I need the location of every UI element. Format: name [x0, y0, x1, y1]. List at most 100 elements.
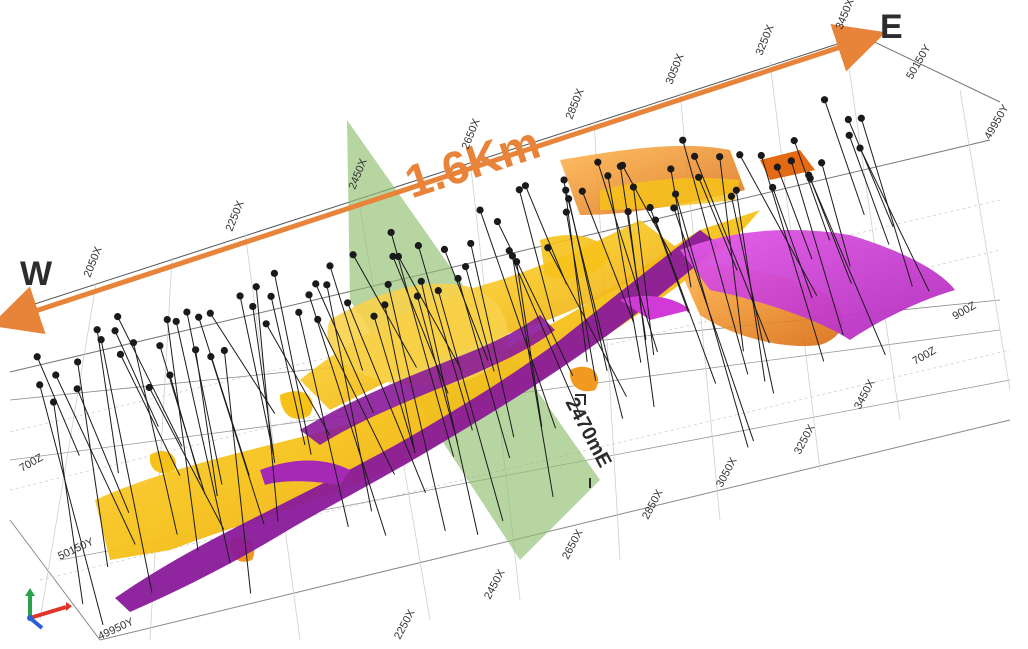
drillhole-collar	[565, 195, 573, 203]
drillhole-collar	[270, 269, 279, 277]
drillhole-collar	[381, 301, 389, 309]
drillhole-collar	[562, 208, 570, 216]
drillhole-collar	[166, 371, 174, 379]
grid-label-bottom-x: 2650X	[560, 527, 586, 561]
grid-label-z: 700Z	[18, 452, 46, 475]
drillhole-collar	[267, 292, 275, 300]
drillhole-collar	[790, 137, 798, 145]
drillhole-collar	[512, 258, 521, 266]
drillhole-collar	[249, 302, 257, 311]
drillhole-collar	[145, 383, 153, 392]
drillhole-collar	[690, 152, 699, 160]
drillhole-collar	[467, 239, 475, 248]
drillhole-trace	[114, 330, 159, 427]
drillhole-trace	[175, 321, 231, 564]
grid-label-top-x: 3450X	[834, 0, 857, 31]
drillhole-collar	[312, 280, 320, 288]
drillhole-trace	[847, 119, 894, 228]
drillhole-collar	[326, 262, 334, 270]
drillhole-collar	[220, 346, 228, 355]
drillhole-trace	[209, 312, 276, 414]
grid-label-bottom-x: 3050X	[714, 455, 740, 489]
drillhole-collar	[114, 313, 122, 321]
drillhole-collar	[844, 115, 852, 124]
drillhole-collar	[773, 163, 781, 171]
grid-label-right-y: 49950Y	[982, 102, 1012, 141]
grid-label-bottom-x: 3450X	[852, 377, 878, 411]
drillhole-trace	[210, 356, 265, 525]
east-label: E	[880, 8, 903, 46]
drillhole-collar	[36, 381, 44, 389]
drillhole-collar	[73, 385, 81, 393]
drillhole-trace	[148, 387, 225, 530]
drillhole-collar	[413, 292, 422, 300]
grid-label-z: 700Z	[911, 345, 939, 368]
grid-label-top-x: 3050X	[664, 52, 687, 87]
drillhole-collar	[757, 151, 765, 160]
drillhole-collar	[33, 353, 41, 361]
drillhole-trace	[298, 312, 349, 528]
drillhole-collar	[461, 263, 470, 271]
drillhole-collar	[252, 283, 260, 291]
drillhole-collar	[736, 151, 744, 159]
scale-arrow	[0, 24, 886, 334]
drillhole-collar	[695, 173, 703, 181]
drillhole-trace	[100, 339, 153, 593]
drillhole-collar	[183, 308, 191, 316]
drillhole-collar	[716, 153, 724, 161]
drillhole-trace	[195, 349, 218, 497]
drillhole-collar	[667, 165, 675, 173]
drillhole-collar	[323, 281, 331, 289]
drillhole-collar	[651, 216, 660, 224]
grid-label-top-x: 2850X	[564, 87, 587, 122]
drillhole-collar	[172, 317, 180, 326]
drillhole-collar	[295, 308, 303, 316]
drillhole-collar	[417, 277, 425, 285]
drillhole-collar	[414, 242, 422, 250]
drillhole-collar	[370, 312, 378, 320]
drillhole-collar	[192, 346, 200, 354]
drillhole-trace	[76, 388, 130, 514]
drillhole-collar	[624, 208, 632, 216]
drillhole-collar	[818, 159, 826, 167]
drillhole-trace	[373, 316, 416, 454]
drillhole-collar	[156, 342, 164, 350]
drillhole-collar	[129, 339, 138, 347]
drillhole-collar	[111, 327, 119, 335]
drillhole-collar	[856, 144, 864, 152]
drillhole-collar	[727, 192, 736, 200]
drillhole-collar	[49, 398, 58, 406]
drillhole-collar	[544, 244, 552, 252]
drillhole-trace	[96, 329, 119, 474]
drillhole-collar	[769, 183, 777, 192]
drillhole-trace	[317, 319, 395, 475]
drillhole-collar	[195, 313, 203, 321]
drillhole-collar	[493, 217, 502, 226]
drillhole-collar	[384, 280, 392, 289]
drillhole-collar	[857, 114, 865, 122]
west-label: W	[20, 255, 53, 293]
grid-label-bottom-x: 3250X	[792, 422, 818, 456]
drillhole-collar	[508, 252, 517, 260]
grid-label-top-x: 2250X	[224, 199, 247, 234]
drillhole-collar	[387, 228, 395, 237]
drillhole-collar	[476, 206, 484, 214]
drillhole-collar	[604, 172, 612, 180]
drillhole-trace	[166, 319, 199, 551]
drillhole-collar	[679, 136, 687, 144]
grid-label-y: 49950Y	[96, 616, 136, 643]
drillhole-collar	[206, 309, 214, 317]
grid-label-bottom-x: 2250X	[392, 607, 418, 641]
drillhole-collar	[578, 187, 586, 195]
drillhole-collar	[207, 353, 215, 361]
drillhole-trace	[53, 402, 84, 605]
drillhole-collar	[163, 315, 171, 324]
drillhole-collar	[305, 291, 313, 299]
drillhole-collar	[349, 251, 357, 259]
drillhole-collar	[594, 158, 602, 166]
drillhole-collar	[560, 176, 568, 184]
drillhole-collar	[521, 182, 530, 190]
drillhole-collar	[820, 96, 829, 104]
